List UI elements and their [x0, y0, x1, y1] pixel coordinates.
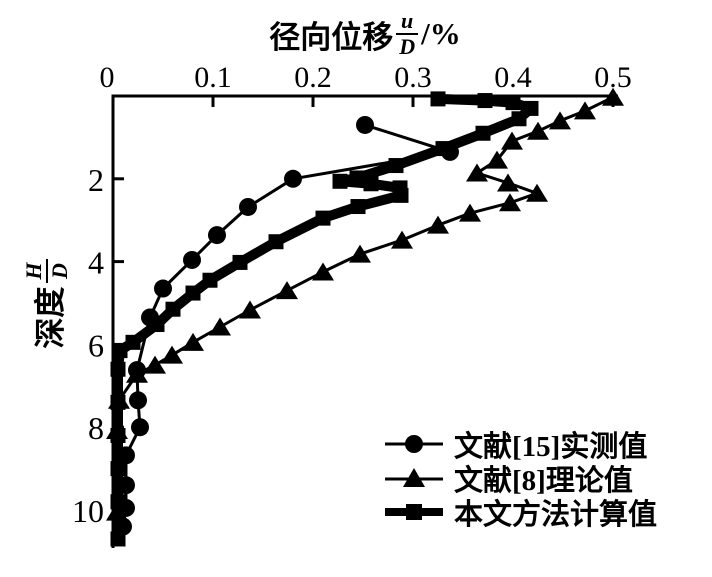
- data-point-circle: [239, 197, 257, 216]
- data-point-triangle: [391, 230, 413, 249]
- data-point-circle: [208, 226, 226, 245]
- legend-item-measured: 文献[15]实测值: [383, 427, 657, 463]
- data-point-triangle: [466, 163, 488, 182]
- data-point-triangle: [501, 131, 523, 150]
- data-point-square: [393, 187, 409, 203]
- x-axis-title-text: 径向位移: [269, 19, 394, 55]
- data-point-triangle: [549, 111, 571, 130]
- data-point-square: [165, 301, 181, 317]
- data-point-square: [110, 427, 126, 443]
- x-axis-tick-label: 0: [100, 61, 115, 94]
- fraction-denominator: D: [47, 263, 72, 279]
- data-point-square: [430, 91, 446, 107]
- data-point-square: [185, 285, 201, 301]
- data-point-square: [149, 317, 165, 333]
- data-point-square: [523, 100, 539, 116]
- data-point-square: [112, 343, 128, 359]
- data-point-square: [110, 394, 126, 410]
- data-point-triangle: [499, 193, 521, 212]
- data-point-square: [388, 158, 404, 174]
- legend-label: 文献[15]实测值: [454, 431, 648, 463]
- y-axis-tick-label: 4: [88, 245, 104, 281]
- y-axis-title-fraction: H D: [21, 259, 72, 283]
- data-point-square: [110, 361, 126, 377]
- data-point-triangle: [459, 203, 481, 222]
- data-point-square: [315, 210, 331, 226]
- y-axis-title: 深度 H D: [21, 234, 72, 374]
- data-point-square: [350, 199, 366, 215]
- data-point-square: [202, 272, 218, 288]
- data-point-triangle: [497, 173, 519, 192]
- data-point-triangle: [486, 150, 508, 169]
- data-point-square: [232, 254, 248, 270]
- x-axis-title: 径向位移 u D /%: [113, 6, 617, 62]
- data-point-square: [511, 111, 527, 127]
- y-axis-title-text: 深度: [32, 286, 68, 349]
- data-point-circle: [356, 115, 374, 134]
- data-point-circle: [183, 250, 201, 269]
- y-axis-tick-label: 8: [88, 410, 104, 446]
- x-axis-title-unit: /%: [421, 16, 461, 51]
- data-point-triangle: [161, 345, 183, 364]
- data-point-triangle: [276, 281, 298, 300]
- legend-label: 本文方法计算值: [454, 499, 658, 531]
- y-axis-tick-label: 2: [88, 162, 104, 198]
- x-axis-tick-label: 0.4: [494, 61, 532, 94]
- data-point-circle: [154, 279, 172, 298]
- data-point-square: [332, 173, 348, 189]
- legend-item-this-paper: 本文方法计算值: [383, 495, 657, 531]
- x-axis-tick-label: 0.1: [194, 61, 232, 94]
- x-axis-tick-label: 0.2: [294, 61, 332, 94]
- legend-item-theoretical: 文献[8]理论值: [383, 461, 657, 497]
- data-point-square: [268, 234, 284, 250]
- data-point-circle: [131, 418, 149, 437]
- data-point-triangle: [239, 300, 261, 319]
- chart-legend: 文献[15]实测值 文献[8]理论值 本文方法计算值: [383, 427, 657, 531]
- data-point-triangle: [209, 317, 231, 336]
- data-point-triangle: [349, 244, 371, 263]
- fraction-bar: [396, 33, 419, 35]
- x-axis-title-fraction: u D: [396, 8, 419, 59]
- data-point-triangle: [312, 262, 334, 281]
- data-point-circle: [129, 391, 147, 410]
- y-axis-tick-label: 10: [72, 493, 104, 529]
- data-point-square: [349, 170, 365, 186]
- data-point-square: [110, 494, 126, 510]
- data-point-triangle: [126, 364, 148, 383]
- fraction-numerator: u: [401, 8, 414, 33]
- data-point-square: [505, 95, 521, 111]
- triangle-series-swatch-icon: [385, 468, 443, 487]
- data-point-square: [125, 334, 141, 350]
- square-series-swatch-icon: [385, 504, 443, 520]
- data-point-triangle: [574, 101, 596, 120]
- x-axis-tick-label: 0.3: [394, 61, 432, 94]
- data-point-triangle: [182, 332, 204, 351]
- data-point-triangle: [527, 121, 549, 140]
- data-point-triangle: [427, 215, 449, 234]
- data-point-square: [477, 93, 493, 109]
- data-point-triangle: [602, 87, 624, 106]
- circle-series-swatch-icon: [385, 435, 443, 453]
- data-point-square: [110, 531, 126, 547]
- data-point-triangle: [526, 183, 548, 202]
- y-axis-tick-label: 6: [88, 327, 104, 363]
- data-point-circle: [284, 169, 302, 188]
- data-point-square: [363, 176, 379, 192]
- data-point-square: [435, 141, 451, 157]
- data-point-square: [110, 461, 126, 477]
- fraction-denominator: D: [399, 34, 416, 59]
- legend-label: 文献[8]理论值: [454, 465, 633, 497]
- data-point-triangle: [144, 355, 166, 374]
- fraction-numerator: H: [21, 262, 46, 280]
- data-point-square: [475, 125, 491, 141]
